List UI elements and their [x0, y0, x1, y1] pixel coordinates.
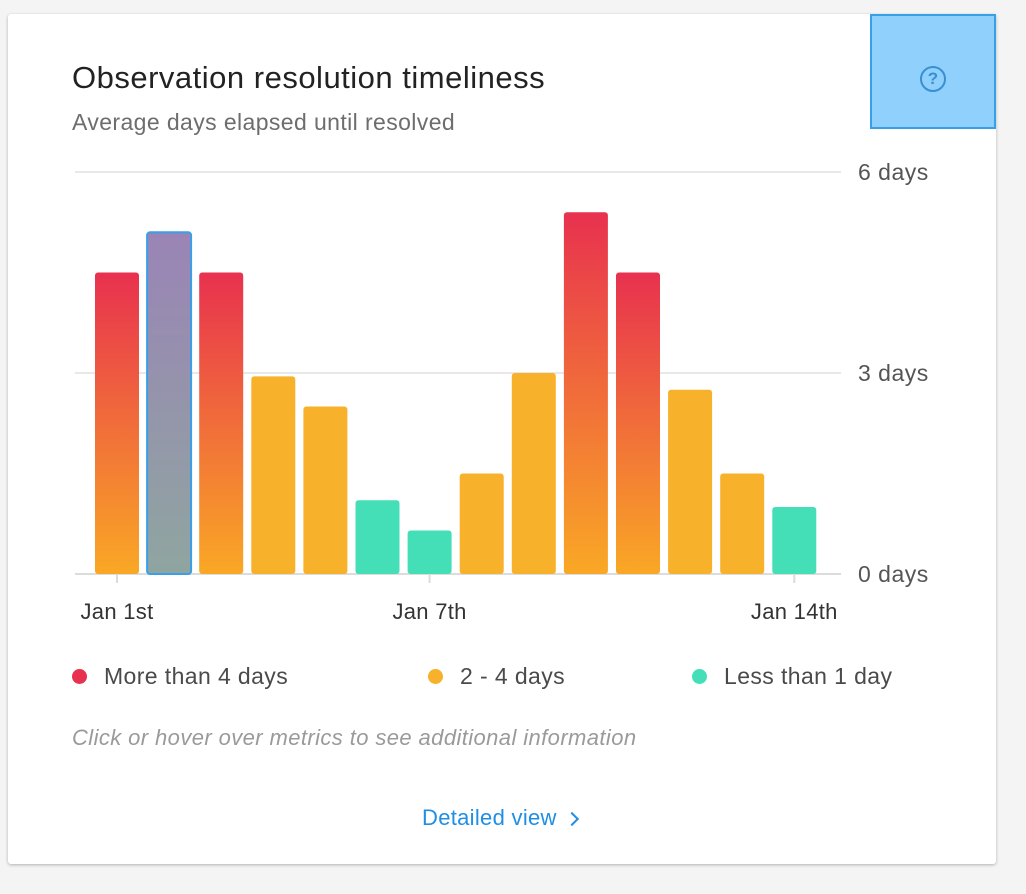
- legend-label: More than 4 days: [104, 662, 289, 689]
- y-tick-label: 0 days: [858, 561, 929, 587]
- chart-card: Observation resolution timeliness Averag…: [8, 14, 996, 864]
- chevron-right-icon: [564, 811, 579, 827]
- bar-jan-4th[interactable]: [251, 376, 296, 574]
- bar-jan-11th[interactable]: [616, 272, 660, 575]
- card-title: Observation resolution timeliness: [72, 60, 546, 95]
- bar-jan-6th[interactable]: [355, 500, 400, 574]
- legend-dot-teal: [692, 668, 707, 684]
- bar-jan-1st[interactable]: [95, 272, 139, 575]
- legend-item-2-4-days[interactable]: 2 - 4 days: [428, 661, 565, 691]
- x-tick-label: Jan 1st: [80, 599, 153, 624]
- bar-chart: 0 days 3 days 6 days Jan 1st Jan 7th Jan 14th: [75, 159, 929, 624]
- bar-jan-9th[interactable]: [511, 373, 556, 574]
- detailed-view-label: Detailed view: [422, 805, 557, 830]
- y-tick-label: 6 days: [858, 159, 929, 185]
- x-tick-label: Jan 7th: [392, 599, 466, 624]
- legend-dot-orange: [428, 668, 443, 684]
- bar-jan-13th[interactable]: [720, 473, 765, 575]
- bar-jan-12th[interactable]: [668, 389, 713, 574]
- bar-jan-14th[interactable]: [772, 507, 817, 574]
- detailed-view-link[interactable]: Detailed view: [422, 805, 579, 831]
- bar-jan-7th[interactable]: [407, 530, 452, 574]
- y-tick-label: 3 days: [858, 360, 929, 386]
- bar-jan-8th[interactable]: [459, 473, 504, 575]
- legend-item-more-than-4-days[interactable]: More than 4 days: [72, 661, 288, 691]
- hint-text: Click or hover over metrics to see addit…: [72, 725, 637, 750]
- legend-label: 2 - 4 days: [460, 662, 565, 689]
- help-button[interactable]: ?: [870, 14, 996, 129]
- help-circle-icon: ?: [920, 66, 946, 92]
- bar-jan-2nd[interactable]: [146, 231, 193, 576]
- bar-jan-5th[interactable]: [303, 406, 348, 575]
- legend-dot-red: [72, 668, 87, 684]
- bar-jan-3rd[interactable]: [199, 272, 244, 575]
- card-subtitle: Average days elapsed until resolved: [72, 109, 456, 135]
- legend-label: Less than 1 day: [724, 662, 893, 689]
- x-tick-label: Jan 14th: [751, 599, 838, 624]
- bar-jan-10th[interactable]: [563, 212, 608, 574]
- legend-item-less-than-1-day[interactable]: Less than 1 day: [692, 661, 892, 691]
